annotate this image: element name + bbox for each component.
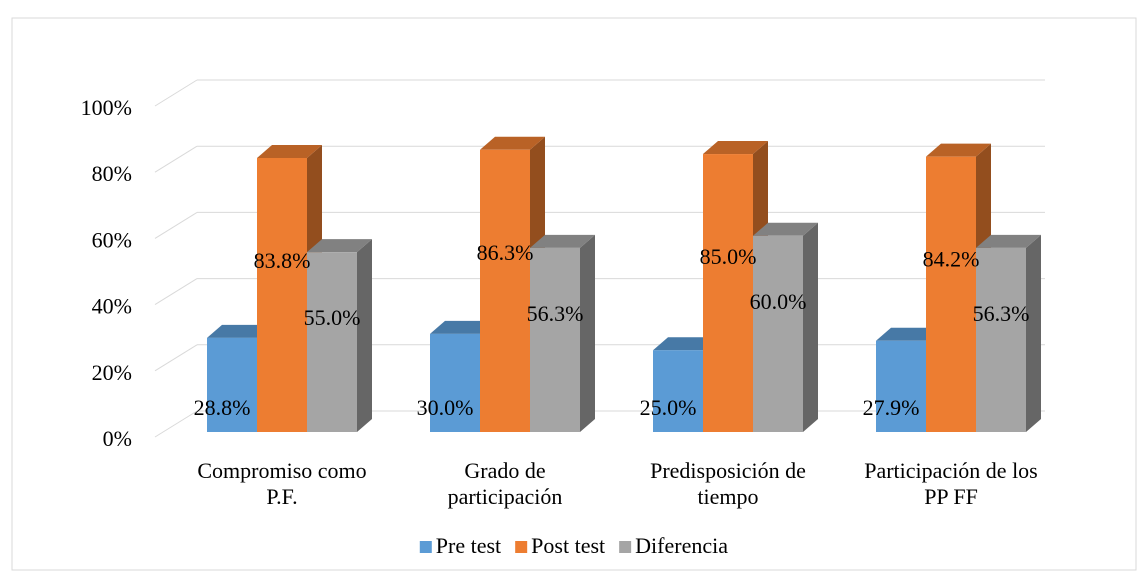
bar-top (257, 144, 322, 158)
bar (530, 247, 580, 432)
bar-top (926, 143, 991, 157)
data-label: 25.0% (640, 395, 697, 420)
data-label: 28.8% (194, 395, 251, 420)
bar-top (753, 222, 818, 236)
grid-line-side (154, 410, 198, 438)
y-tick-label: 60% (92, 227, 132, 252)
data-label: 30.0% (417, 395, 474, 420)
bar (307, 252, 357, 432)
bar (753, 235, 803, 432)
bar (480, 149, 530, 432)
bar (430, 333, 480, 432)
y-tick-label: 100% (81, 95, 132, 120)
legend-swatch (419, 541, 432, 553)
y-tick-label: 20% (92, 360, 132, 385)
grid-line-side (154, 79, 198, 107)
grid-line-side (154, 278, 198, 306)
data-label: 83.8% (254, 248, 311, 273)
x-tick-label-box: Predisposición de tiempo (650, 458, 806, 509)
data-label: 27.9% (863, 395, 920, 420)
data-label: 84.2% (923, 247, 980, 272)
x-tick-label: Grado de participación (447, 458, 563, 509)
x-tick-label-box: Grado de participación (447, 458, 563, 509)
grid-line-side (154, 145, 198, 173)
x-tick-label: Compromiso como P.F. (197, 458, 367, 509)
legend-item: Diferencia (619, 533, 728, 558)
bar-side (803, 222, 818, 432)
legend-item: Post test (515, 533, 605, 558)
bar (703, 154, 753, 433)
legend-label: Diferencia (635, 533, 728, 558)
bar-top (307, 239, 372, 253)
bar-side (580, 234, 595, 432)
data-label: 60.0% (750, 289, 807, 314)
bar (207, 337, 257, 432)
bar-top (480, 136, 545, 150)
bar (876, 340, 926, 432)
y-tick-label: 0% (103, 426, 132, 451)
bar (257, 157, 307, 432)
bar (653, 350, 703, 432)
x-tick-label: Predisposición de tiempo (650, 458, 806, 509)
y-tick-label: 80% (92, 161, 132, 186)
bar-top (976, 234, 1041, 248)
bar (926, 156, 976, 432)
bar-top (207, 324, 272, 338)
x-tick-label-box: Compromiso como P.F. (197, 458, 367, 509)
bar (976, 247, 1026, 432)
bar-top (530, 234, 595, 248)
bar-side (357, 239, 372, 432)
data-label: 55.0% (304, 305, 361, 330)
grid-line-side (154, 344, 198, 372)
x-tick-label: Participación de los PP FF (864, 458, 1038, 509)
legend-swatch (515, 541, 528, 553)
grid-line-side (154, 211, 198, 239)
data-label: 85.0% (700, 244, 757, 269)
bar-top (430, 320, 495, 334)
x-tick-label-box: Participación de los PP FF (864, 458, 1038, 509)
legend-label: Post test (531, 533, 605, 558)
bar-top (703, 141, 768, 155)
legend-swatch (619, 541, 632, 553)
data-label: 86.3% (477, 240, 534, 265)
bar-top (876, 327, 941, 341)
bar-top (653, 337, 718, 351)
data-label: 56.3% (527, 301, 584, 326)
y-tick-label: 40% (92, 294, 132, 319)
legend-item: Pre test (419, 533, 501, 558)
data-label: 56.3% (973, 301, 1030, 326)
legend-label: Pre test (436, 533, 501, 558)
bar-side (1026, 234, 1041, 432)
